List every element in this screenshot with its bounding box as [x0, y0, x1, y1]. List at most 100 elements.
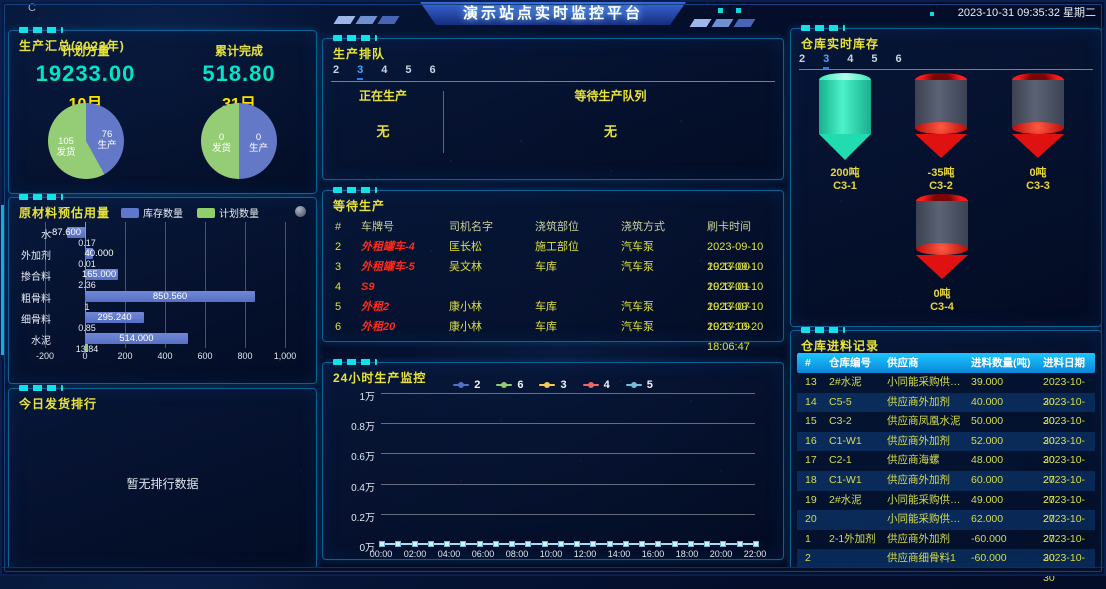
gridline — [381, 393, 755, 394]
tab-4[interactable]: 4 — [847, 53, 854, 65]
table-cell: 2023-09-10 19:17:00 — [707, 241, 764, 273]
table-row: 4 S9 2023-09-10 19:17:07 — [323, 277, 783, 313]
plan-bar — [85, 344, 88, 352]
table-cell: 2#水泥 — [829, 493, 862, 506]
table-cell: 52.000 — [971, 434, 1004, 447]
day-pie-chart: 0 生产 0 发货 — [201, 103, 277, 179]
data-point-marker — [492, 541, 499, 547]
legend-item-2[interactable]: 2 — [453, 379, 480, 391]
table-cell: 2023-10-27 — [1043, 493, 1086, 526]
silo-cone — [916, 255, 968, 279]
table-row: 14 C5-5 供应商外加剂 40.000 2023-10-30 — [797, 392, 1095, 427]
tab-5[interactable]: 5 — [871, 53, 878, 65]
done-total-label: 累计完成 — [214, 44, 263, 58]
table-cell: 匡长松 — [449, 241, 482, 253]
plan-value-label: 0.17 — [78, 238, 96, 248]
frame-accent-left — [1, 205, 4, 355]
tab-2[interactable]: 2 — [333, 64, 340, 76]
data-point-marker — [444, 541, 451, 547]
tab-6[interactable]: 6 — [895, 53, 902, 65]
category-label: 外加剂 — [21, 251, 51, 262]
data-point-marker — [655, 541, 662, 547]
table-cell: 62.000 — [971, 513, 1004, 526]
empty-rank-message: 暂无排行数据 — [126, 477, 199, 491]
legend-item-3[interactable]: 3 — [539, 379, 567, 391]
silo-fill-level — [1012, 122, 1064, 134]
gridline — [285, 222, 286, 348]
table-cell: 13 — [805, 376, 817, 388]
data-point-marker — [720, 541, 727, 547]
y-tick-label: 0.8万 — [351, 422, 375, 434]
table-cell: 汽车泵 — [621, 241, 654, 253]
stock-bar — [85, 312, 145, 323]
x-tick-label: 14:00 — [607, 549, 631, 559]
tabs-divider — [331, 81, 775, 82]
silo-name: C3-4 — [930, 301, 954, 313]
save-image-icon[interactable] — [295, 206, 306, 217]
table-cell: 2023-09-10 19:17:09 — [707, 301, 764, 333]
stock-bar — [85, 333, 188, 344]
panel-feed-records: 仓库进料记录 # 仓库编号 供应商 进料数量(吨) 进料日期 13 2#水泥 小同能采购供… 3… — [790, 327, 1102, 584]
column-header: 司机名字 — [449, 221, 493, 233]
table-cell: C1-W1 — [829, 473, 862, 486]
legend-item-5[interactable]: 5 — [625, 379, 653, 391]
producing-label: 正在生产 — [358, 89, 407, 103]
silo-C3-2 — [915, 73, 967, 158]
done-total-value: 518.80 — [202, 61, 276, 86]
tab-3[interactable]: 3 — [357, 64, 364, 80]
table-cell: 17 — [805, 454, 817, 467]
tab-5[interactable]: 5 — [405, 64, 412, 76]
plan-value-label: 1 — [84, 302, 90, 312]
legend-dot — [587, 382, 594, 388]
tab-3[interactable]: 3 — [823, 53, 830, 69]
table-cell: 供应商外加剂 — [887, 532, 950, 545]
panel-corner-decoration — [19, 27, 63, 33]
silo-C3-1 — [819, 73, 871, 160]
table-cell: C2-1 — [829, 454, 852, 467]
x-tick-label: 22:00 — [743, 549, 767, 559]
legend-item-4[interactable]: 4 — [582, 379, 610, 391]
table-cell: 2023-09-10 19:17:07 — [707, 281, 764, 313]
table-cell: 14 — [805, 395, 817, 408]
table-cell: 小同能采购供… — [887, 493, 961, 506]
silo-value: 200吨 — [830, 167, 860, 179]
table-cell: C1-W1 — [829, 434, 862, 447]
table-cell: 2023-10-27 — [1043, 454, 1086, 486]
x-tick-label: 12:00 — [573, 549, 597, 559]
table-row: 2 供应商细骨料1 -60.000 2023-10-30 — [797, 549, 1095, 584]
table-cell: 车库 — [535, 261, 557, 273]
waiting-queue-label: 等待生产队列 — [574, 89, 647, 103]
category-label: 粗骨料 — [21, 294, 51, 305]
footer-bar — [0, 567, 1106, 576]
feed-records-table: # 仓库编号 供应商 进料数量(吨) 进料日期 13 2#水泥 小同能采购供… 39.000 20… — [797, 353, 1095, 584]
table-cell: 2023-10-30 — [1043, 415, 1086, 447]
silo-group: 200吨 C3-1 -35吨 C3-2 0吨 C3-3 0吨 C3-4 — [791, 29, 1101, 326]
queue-divider — [443, 91, 444, 153]
bar-value-label: 514.000 — [119, 333, 154, 344]
page-title: 演示站点实时监控平台 — [420, 2, 686, 25]
y-tick-label: 0.4万 — [351, 482, 375, 494]
legend-item-6[interactable]: 6 — [496, 379, 523, 391]
panel-title: 原材料预估用量 — [19, 206, 111, 220]
data-point-marker — [541, 541, 548, 547]
legend-label: 2 — [474, 379, 481, 391]
legend-marker — [582, 382, 599, 388]
data-point-marker — [525, 541, 532, 547]
table-cell: 2023-10-30 — [1043, 376, 1086, 408]
table-cell: 1 — [805, 532, 811, 545]
table-cell: 供应商外加剂 — [887, 473, 950, 486]
plan-bar — [85, 280, 86, 288]
tab-6[interactable]: 6 — [429, 64, 436, 76]
data-point-marker — [509, 541, 516, 547]
silo-C3-3 — [1012, 73, 1064, 158]
data-point-marker — [395, 541, 402, 547]
tab-4[interactable]: 4 — [381, 64, 388, 76]
plate-number-cell: 外租2 — [361, 301, 390, 313]
legend-marker — [453, 382, 470, 388]
tab-2[interactable]: 2 — [799, 53, 806, 65]
series-line-zero — [381, 543, 755, 545]
table-cell: 39.000 — [971, 376, 1004, 388]
silo-C3-4 — [916, 194, 968, 279]
x-tick-label: 20:00 — [709, 549, 733, 559]
data-point-marker — [753, 541, 759, 547]
